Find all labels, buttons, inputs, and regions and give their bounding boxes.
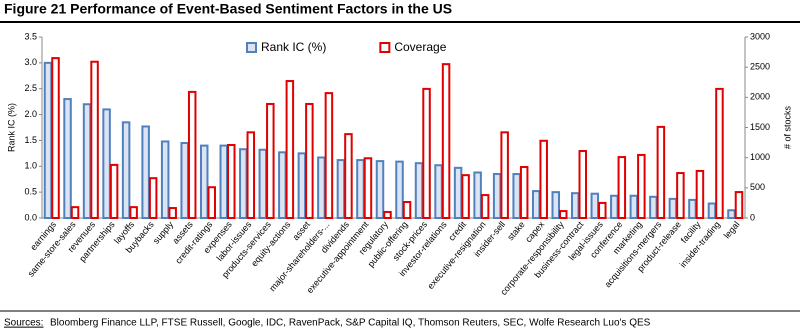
bar — [129, 206, 138, 219]
bar — [266, 102, 275, 219]
bar — [82, 103, 92, 219]
y2-tick-label: 1500 — [750, 122, 770, 132]
bar — [199, 144, 209, 220]
bar — [668, 197, 678, 219]
y2-tick-label: 1000 — [750, 152, 770, 162]
bar — [480, 194, 490, 219]
bar — [121, 121, 131, 219]
bar — [258, 148, 268, 219]
bar — [414, 162, 424, 220]
bar — [531, 190, 541, 219]
bar — [461, 174, 470, 219]
y-tick-label: 1.5 — [24, 135, 37, 145]
bar — [441, 63, 451, 220]
bar — [402, 201, 412, 220]
bar — [51, 57, 60, 219]
bar — [688, 198, 697, 219]
legend-swatch — [246, 42, 257, 53]
bar — [180, 142, 189, 219]
source-label: Sources: — [4, 318, 43, 329]
bar — [434, 164, 443, 220]
bar — [453, 166, 463, 219]
bar — [43, 61, 53, 219]
y-tick-label: 1.0 — [24, 161, 37, 171]
legend-label: Coverage — [394, 40, 446, 54]
bar — [148, 177, 158, 219]
y2-tick-label: 500 — [750, 182, 765, 192]
bar — [227, 143, 236, 220]
bar — [317, 156, 326, 220]
x-tick-label: legal — [722, 219, 742, 240]
y2-tick-label: 0 — [750, 212, 755, 222]
bar — [278, 151, 287, 219]
chart-title: Figure 21 Performance of Event-Based Sen… — [4, 1, 452, 17]
y2-tick-label: 2000 — [750, 92, 770, 102]
y-tick-label: 2.0 — [24, 109, 37, 119]
bar — [598, 201, 607, 220]
bar — [356, 159, 365, 219]
bar — [539, 139, 548, 219]
bar — [160, 140, 170, 219]
bar — [395, 160, 404, 219]
bar — [695, 169, 705, 220]
y-axis-label: Rank IC (%) — [6, 103, 16, 152]
bar — [344, 133, 353, 220]
bar — [473, 171, 482, 219]
bar — [70, 206, 80, 219]
bar — [707, 202, 717, 220]
bar — [656, 125, 666, 219]
bar — [219, 144, 229, 220]
legend-swatch — [379, 42, 391, 53]
bar — [363, 157, 373, 220]
bar — [590, 192, 600, 220]
y2-axis-label: # of stocks — [782, 105, 792, 149]
bar — [168, 207, 177, 219]
bar — [637, 153, 646, 219]
y2-tick-label: 2500 — [750, 62, 770, 72]
bar — [109, 163, 119, 219]
bar — [102, 108, 111, 219]
bar — [734, 191, 744, 220]
bar — [551, 191, 560, 219]
bar — [141, 125, 150, 219]
y-tick-label: 0.0 — [24, 212, 37, 222]
bar — [187, 90, 197, 219]
bar — [715, 87, 724, 219]
bar — [617, 156, 627, 220]
bar — [558, 210, 568, 219]
y2-tick-label: 3000 — [750, 31, 770, 41]
bar — [207, 186, 216, 219]
bar — [578, 150, 588, 219]
bar — [727, 209, 736, 220]
bar — [383, 210, 392, 219]
legend-label: Rank IC (%) — [261, 40, 326, 54]
bar — [90, 60, 99, 220]
bar — [676, 172, 685, 219]
bar — [239, 148, 248, 219]
bar — [246, 131, 256, 219]
bar — [63, 98, 72, 219]
bar — [519, 166, 529, 219]
bar — [492, 173, 502, 220]
source: Bloomberg Finance LLP, FTSE Russell, Goo… — [50, 318, 651, 329]
bar — [610, 194, 619, 220]
y-tick-label: 3.0 — [24, 57, 37, 67]
bar — [336, 159, 346, 219]
bar — [629, 194, 639, 220]
y-tick-label: 2.5 — [24, 83, 37, 93]
bar — [375, 160, 385, 220]
bar — [285, 80, 295, 219]
bar — [512, 173, 521, 220]
bar — [571, 192, 580, 219]
bar — [649, 195, 658, 220]
bar — [305, 102, 314, 219]
y-tick-label: 3.5 — [24, 31, 37, 41]
bar — [422, 87, 431, 219]
y-tick-label: 0.5 — [24, 187, 37, 197]
bar — [500, 131, 509, 219]
bar — [297, 152, 307, 220]
bar — [324, 92, 334, 219]
